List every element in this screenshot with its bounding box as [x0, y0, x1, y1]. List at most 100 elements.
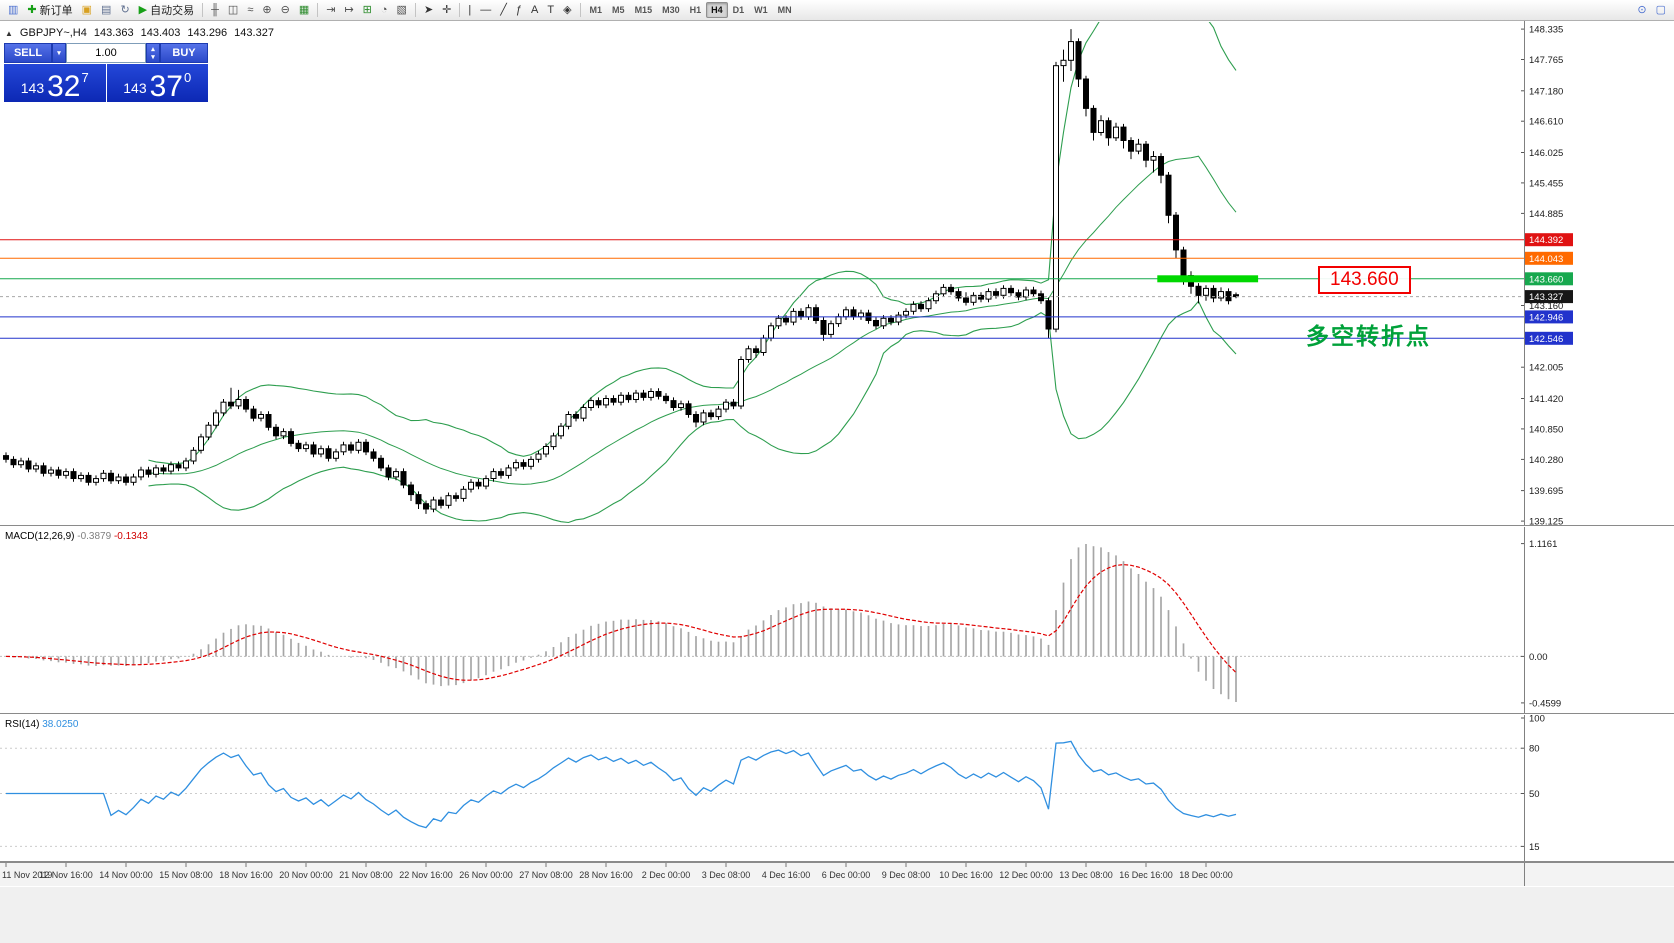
svg-text:28 Nov 16:00: 28 Nov 16:00 — [579, 870, 633, 880]
chart-profiles-icon[interactable]: ▣ — [78, 2, 96, 19]
macd-signal-value: -0.1343 — [113, 531, 148, 542]
data-window-icon[interactable]: ▤ — [97, 2, 115, 19]
candlestick-series[interactable] — [3, 29, 1239, 514]
open-value: 143.363 — [93, 27, 134, 39]
close-value: 143.327 — [234, 27, 274, 39]
new-order-button[interactable]: ✚ 新订单 — [23, 2, 76, 19]
rsi-indicator-label: RSI(14) 38.0250 — [5, 719, 78, 730]
svg-text:144.043: 144.043 — [1529, 254, 1563, 265]
timeframe-w1[interactable]: W1 — [754, 5, 768, 15]
candlestick-chart-icon[interactable]: ◫ — [224, 2, 242, 19]
trade-panel-toggle-icon[interactable]: ▲ — [5, 28, 13, 38]
refresh-icon: ↻ — [120, 3, 130, 16]
timeframe-m1[interactable]: M1 — [589, 5, 603, 15]
svg-text:148.335: 148.335 — [1529, 25, 1563, 36]
volume-stepper[interactable]: ▴ ▾ — [146, 43, 160, 63]
horizontal-line-icon[interactable]: ― — [476, 2, 495, 19]
buy-button[interactable]: BUY — [160, 43, 208, 63]
timeframe-m5[interactable]: M5 — [612, 5, 625, 15]
crosshair-icon[interactable]: ✛ — [438, 2, 455, 19]
toolbar-separator — [202, 3, 204, 17]
cursor-icon[interactable]: ➤ — [420, 2, 437, 19]
rsi-line — [6, 740, 1237, 829]
rsi-title: RSI(14) — [5, 719, 40, 730]
zoom-out-icon[interactable]: ⊖ — [277, 2, 294, 19]
buy-price-big: 37 — [149, 70, 183, 103]
svg-text:80: 80 — [1529, 744, 1540, 755]
svg-text:142.005: 142.005 — [1529, 363, 1563, 374]
timeframe-group: M1 M5 M15 M30 H1 H4 D1 W1 MN — [585, 2, 797, 18]
timeframe-h1[interactable]: H1 — [689, 5, 702, 15]
caret-down-icon: ▾ — [57, 49, 61, 57]
svg-text:22 Nov 16:00: 22 Nov 16:00 — [399, 870, 453, 880]
svg-text:140.280: 140.280 — [1529, 455, 1563, 466]
svg-text:143.660: 143.660 — [1529, 274, 1563, 285]
autotrading-button[interactable]: ▶ 自动交易 — [135, 2, 198, 19]
periods-icon[interactable]: ◔ — [377, 2, 392, 19]
sell-button[interactable]: SELL — [4, 43, 52, 63]
timeframe-d1[interactable]: D1 — [732, 5, 745, 15]
increment-icon[interactable]: ▴ — [151, 45, 155, 53]
auto-scroll-icon[interactable]: ⇥ — [322, 2, 339, 19]
svg-text:139.695: 139.695 — [1529, 486, 1563, 497]
price-badges: 144.392 144.043 143.660 143.327 142.946 142.5… — [1525, 233, 1573, 345]
timeframe-m15[interactable]: M15 — [634, 5, 653, 15]
buy-price-display[interactable]: 143 37 0 — [106, 64, 208, 103]
horizontal-levels[interactable] — [0, 239, 1524, 339]
chart-background — [0, 21, 1674, 943]
auto-scroll-icon: ⇥ — [326, 3, 336, 16]
bar-chart-icon[interactable]: ╫ — [207, 2, 223, 19]
line-chart-icon[interactable]: ≈ — [243, 2, 257, 19]
tile-windows-icon: ▦ — [298, 3, 310, 16]
svg-text:141.420: 141.420 — [1529, 394, 1563, 405]
rsi-value: 38.0250 — [42, 719, 79, 730]
volume-dropdown-button[interactable]: ▾ — [52, 43, 66, 63]
svg-text:15: 15 — [1529, 842, 1540, 853]
svg-text:26 Nov 00:00: 26 Nov 00:00 — [459, 870, 513, 880]
line-chart-icon: ≈ — [247, 3, 254, 16]
svg-text:142.946: 142.946 — [1529, 312, 1563, 323]
svg-text:16 Dec 16:00: 16 Dec 16:00 — [1119, 870, 1173, 880]
text-icon[interactable]: A — [527, 2, 542, 19]
svg-text:100: 100 — [1529, 714, 1545, 725]
timeframe-mn[interactable]: MN — [777, 5, 792, 15]
search-icon[interactable]: ⊙ — [1633, 2, 1650, 19]
vertical-line-icon[interactable]: | — [464, 2, 475, 19]
support-highlight-bar[interactable] — [1157, 275, 1259, 283]
label-icon[interactable]: T — [543, 2, 558, 19]
high-value: 143.403 — [140, 27, 181, 39]
chart-profiles-icon: ▣ — [81, 3, 93, 16]
volume-input[interactable]: 1.00 — [66, 43, 146, 63]
trendline-icon[interactable]: ╱ — [496, 2, 511, 19]
buy-price-sup: 0 — [184, 70, 192, 85]
refresh-icon[interactable]: ↻ — [116, 2, 133, 19]
crosshair-icon: ✛ — [442, 3, 452, 16]
window-layout-icon: ▢ — [1655, 3, 1666, 16]
bollinger-lower — [148, 300, 1237, 524]
indicators-icon[interactable]: ⊞ — [359, 2, 376, 19]
svg-text:3 Dec 08:00: 3 Dec 08:00 — [702, 870, 751, 880]
svg-text:12 Nov 16:00: 12 Nov 16:00 — [39, 870, 93, 880]
toolbar: ▥ ✚ 新订单 ▣ ▤ ↻ ▶ 自动交易 ╫ ◫ ≈ ⊕ ⊖ ▦ ⇥ ↦ ⊞ ◔ ▧ ➤ ✛ | ― ╱ ƒ A T ◈ M1 M5 M15… — [0, 0, 1674, 21]
window-layout-icon[interactable]: ▢ — [1652, 2, 1670, 19]
svg-text:2 Dec 00:00: 2 Dec 00:00 — [642, 870, 691, 880]
decrement-icon[interactable]: ▾ — [151, 53, 155, 61]
svg-text:144.392: 144.392 — [1529, 235, 1563, 246]
timeframe-m30[interactable]: M30 — [662, 5, 680, 15]
charts-window-icon[interactable]: ▥ — [4, 2, 22, 19]
shapes-icon[interactable]: ◈ — [559, 2, 575, 19]
symbol-label: GBPJPY~,H4 — [19, 27, 87, 39]
sell-price-display[interactable]: 143 32 7 — [4, 64, 106, 102]
chart-shift-icon[interactable]: ↦ — [340, 2, 357, 19]
zoom-in-icon[interactable]: ⊕ — [258, 2, 275, 19]
new-order-button: ✚ — [27, 3, 37, 16]
tile-windows-icon[interactable]: ▦ — [295, 2, 313, 19]
templates-icon[interactable]: ▧ — [393, 2, 411, 19]
timeframe-h4[interactable]: H4 — [706, 2, 728, 18]
vertical-line-icon: | — [468, 3, 472, 16]
fibonacci-icon[interactable]: ƒ — [512, 2, 526, 19]
periods-icon: ◔ — [380, 3, 388, 16]
